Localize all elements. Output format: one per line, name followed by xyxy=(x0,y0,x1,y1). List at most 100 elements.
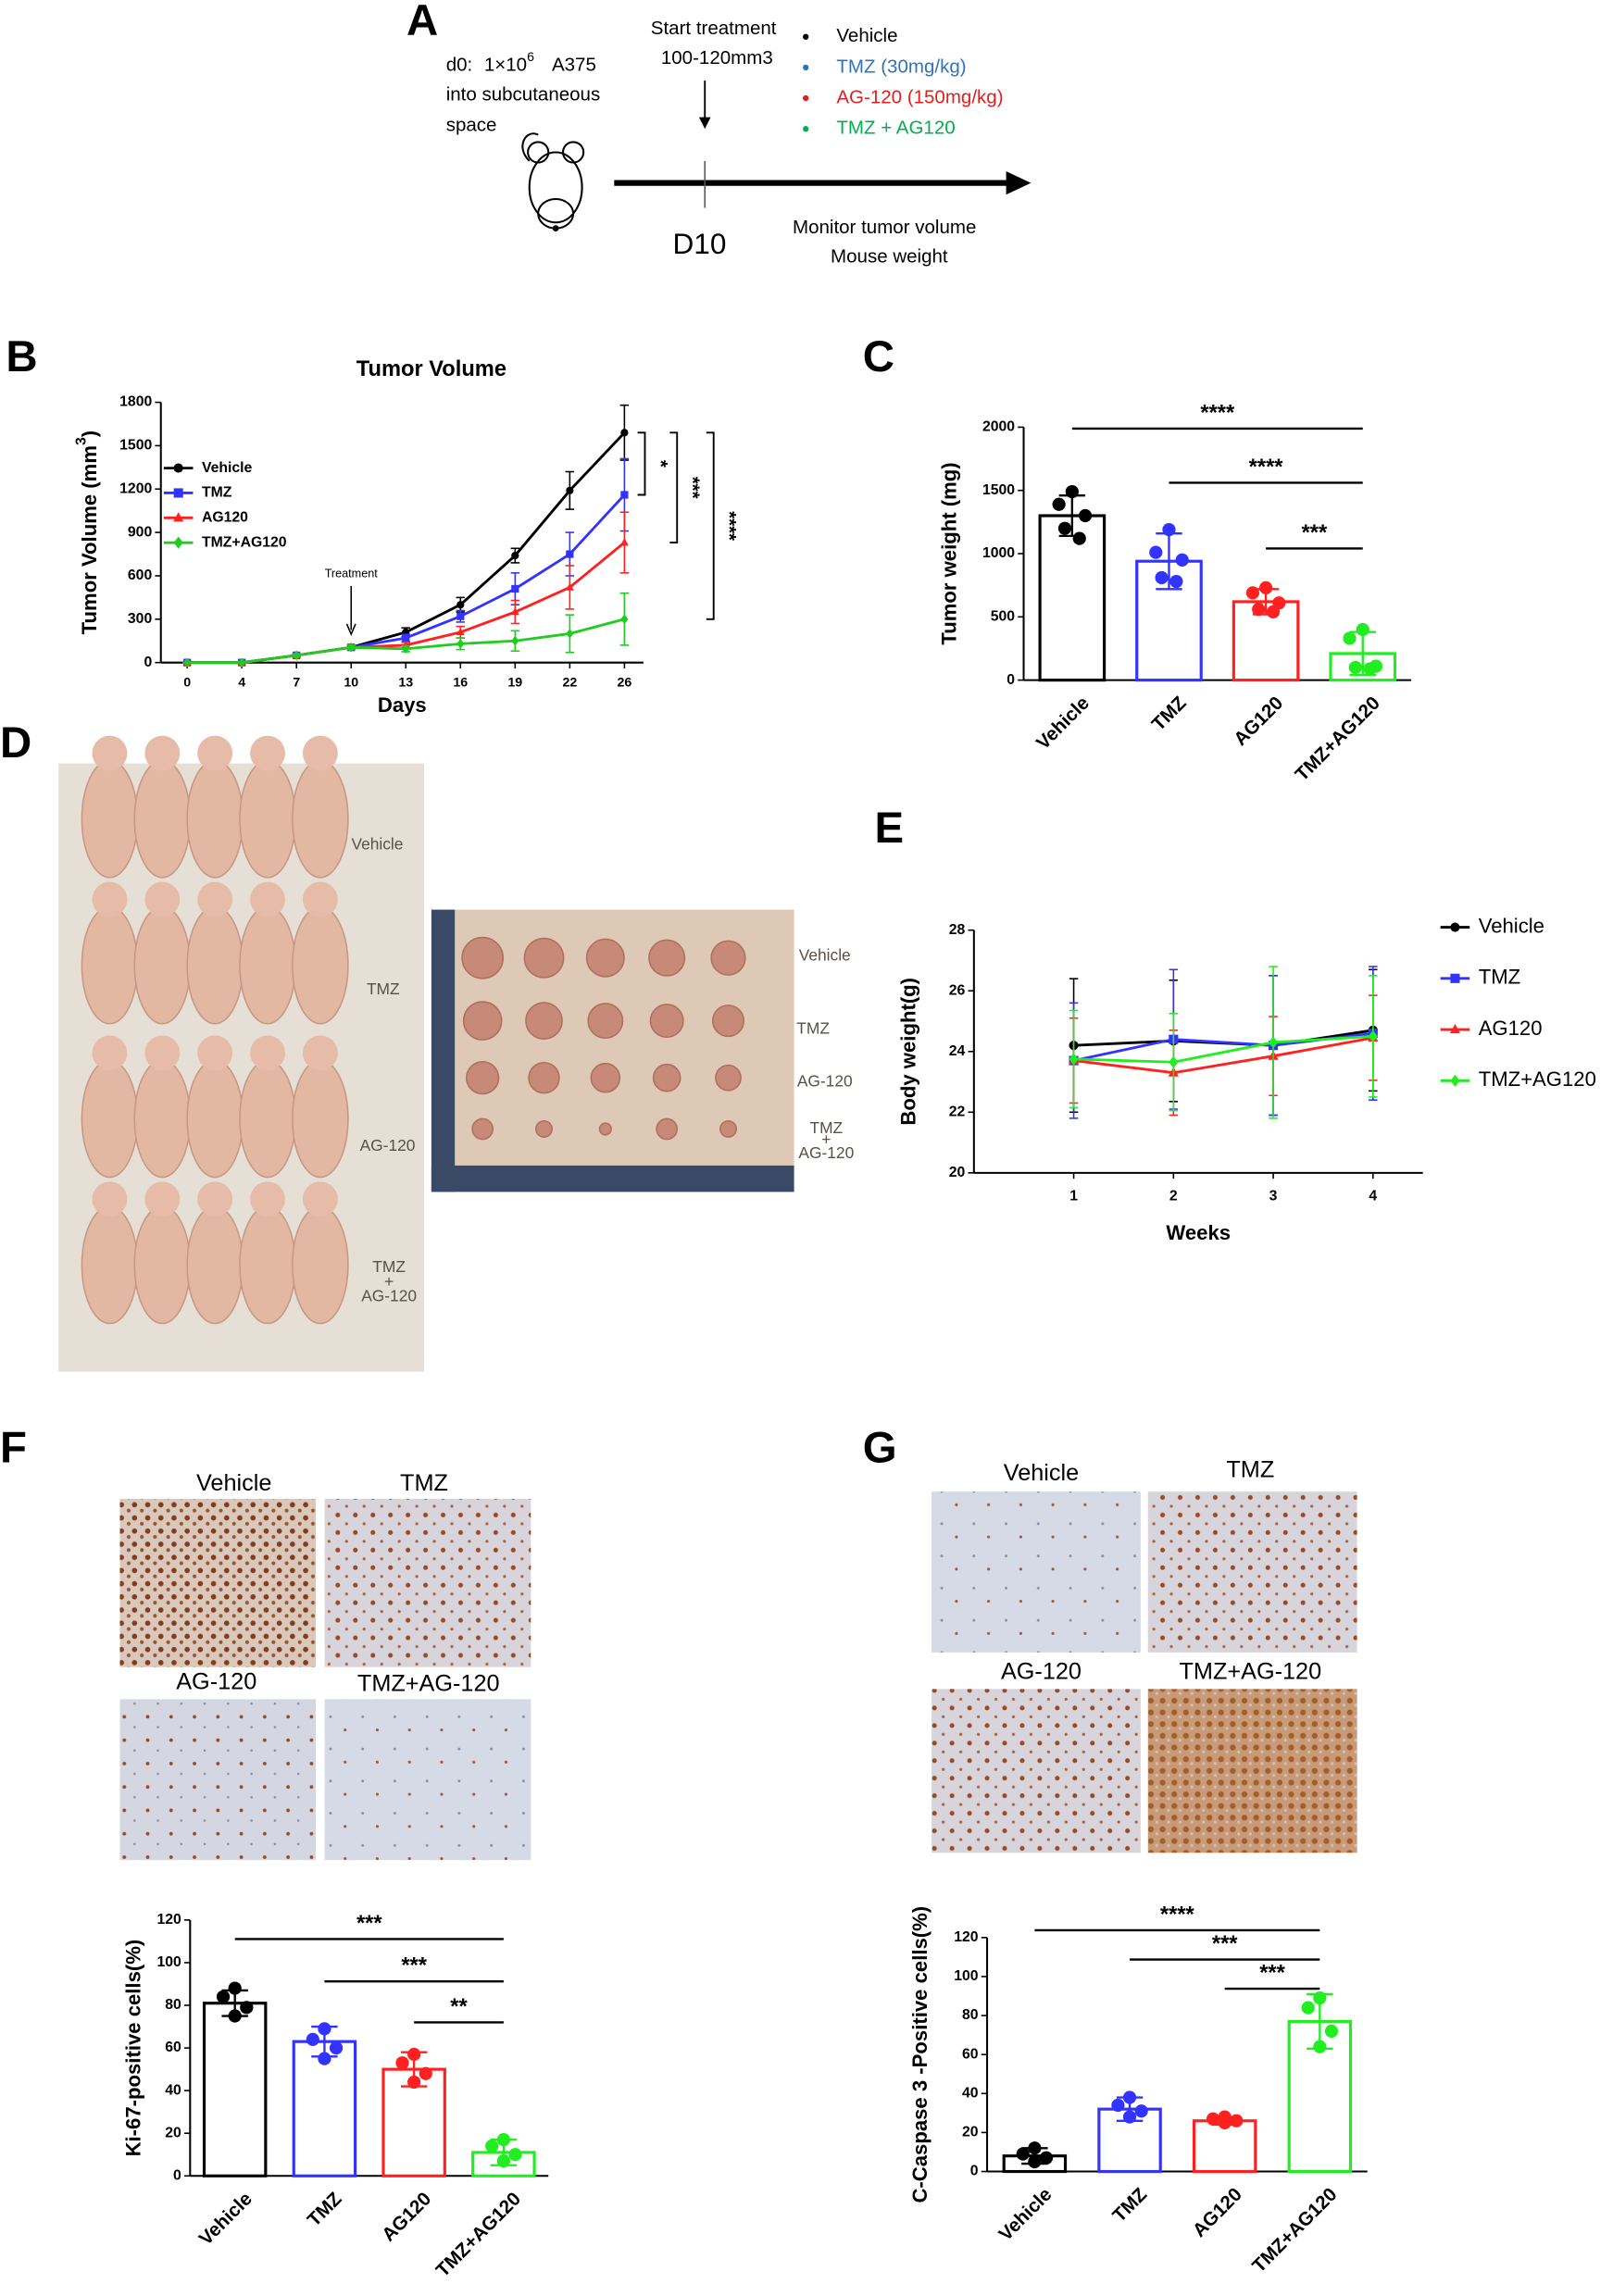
data-point xyxy=(1218,2115,1232,2129)
mouse xyxy=(292,759,349,879)
significance-label: *** xyxy=(1302,521,1328,545)
mouse xyxy=(133,1205,192,1325)
y-tick-label: 40 xyxy=(165,2082,181,2098)
y-axis-label: Ki-67-positive cells(%) xyxy=(121,1940,144,2157)
tumor xyxy=(528,1061,560,1094)
data-point xyxy=(1149,545,1163,559)
x-tick-label: 0 xyxy=(183,676,191,691)
photo-label: AG-120 xyxy=(797,1072,853,1091)
x-tick-label: Vehicle xyxy=(994,2184,1056,2245)
bar xyxy=(1038,514,1107,682)
ihc-g: Vehicle TMZ AG-120 TMZ+AG-120 xyxy=(932,1457,1357,1853)
mouse xyxy=(81,759,139,879)
chart: 0 500 1000 1500 2000 Tumor weight (mg) Vehicle… xyxy=(937,401,1412,785)
mouse-head xyxy=(197,881,233,917)
mouse-head xyxy=(92,1181,128,1217)
data-point xyxy=(329,2040,344,2055)
x-tick-label: Vehicle xyxy=(195,2188,256,2249)
marker xyxy=(566,486,574,494)
data-point xyxy=(1052,497,1066,511)
data-point xyxy=(1028,2141,1042,2155)
mouse-head xyxy=(302,1035,338,1071)
marker xyxy=(620,491,629,499)
mouse-head xyxy=(250,881,285,917)
data-point xyxy=(1162,522,1176,537)
y-tick-label: 0 xyxy=(173,2167,181,2183)
marker xyxy=(402,634,410,643)
text: A375 xyxy=(552,55,596,76)
data-point xyxy=(1313,1991,1327,2005)
photo-panel: Vehicle TMZ AG-120 TMZ + AG-120 Vehicle … xyxy=(58,735,854,1372)
data-point xyxy=(1028,2154,1042,2169)
y-axis-label-end: ) xyxy=(78,430,101,437)
ihc-image xyxy=(1147,1491,1357,1653)
mouse-head xyxy=(144,881,181,917)
data-point xyxy=(1169,574,1183,589)
marker xyxy=(347,642,356,653)
ruler xyxy=(431,1165,794,1192)
y-tick-label: 0 xyxy=(970,2164,979,2179)
x-tick-label: 4 xyxy=(238,676,245,691)
y-tick-label: 300 xyxy=(128,611,153,627)
x-tick-label: TMZ+AG120 xyxy=(1248,2184,1342,2277)
text: 100-120mm3 xyxy=(661,47,773,69)
x-tick-label: 13 xyxy=(398,676,413,691)
x-tick-label: TMZ xyxy=(304,2188,346,2230)
significance-bracket xyxy=(669,431,679,543)
marker xyxy=(456,601,465,609)
chart: 0 20 40 60 80 100 120 C-Caspase 3 -Positive cel… xyxy=(908,1903,1368,2277)
y-axis-label: Tumor weight (mg) xyxy=(937,462,960,644)
mouse xyxy=(239,1205,296,1325)
tumor xyxy=(710,940,746,976)
data-point xyxy=(1155,570,1169,585)
tumors xyxy=(461,936,746,1141)
data-point xyxy=(1016,2147,1030,2161)
marker xyxy=(1450,1074,1460,1087)
mouse-head xyxy=(302,735,338,771)
panel-label: G xyxy=(863,1423,897,1472)
significance-bracket xyxy=(637,431,646,496)
ihc-image xyxy=(324,1499,531,1667)
marker xyxy=(511,584,519,593)
y-tick-label: 22 xyxy=(949,1104,966,1119)
data-point xyxy=(1343,631,1357,645)
x-tick-label: 3 xyxy=(1269,1188,1278,1204)
marker xyxy=(1169,1055,1179,1068)
mouse-icon xyxy=(521,132,585,231)
marker xyxy=(566,629,574,639)
photo-label: Vehicle xyxy=(351,835,403,854)
data-point xyxy=(1313,2040,1327,2053)
data-point xyxy=(1266,605,1281,618)
panel-label: E xyxy=(874,804,904,853)
significance-label: *** xyxy=(1212,1932,1238,1956)
data-point xyxy=(1057,521,1072,535)
marker xyxy=(620,614,629,625)
y-tick-label: 0 xyxy=(1007,672,1015,688)
x-tick-label: 26 xyxy=(617,676,631,691)
annotation: Treatment xyxy=(325,568,379,580)
ihc-image xyxy=(119,1499,317,1667)
mouse xyxy=(81,905,139,1025)
series-line xyxy=(1073,1036,1374,1075)
text: Mouse weight xyxy=(831,246,948,268)
y-tick-label: 1500 xyxy=(119,438,152,454)
y-tick-label: 100 xyxy=(156,1954,181,1970)
marker xyxy=(456,639,465,649)
ihc-label: Vehicle xyxy=(196,1470,271,1496)
marker xyxy=(402,643,410,655)
mouse xyxy=(292,905,349,1025)
data-point xyxy=(496,2154,510,2168)
tumor xyxy=(649,1004,684,1039)
photo-label: TMZ xyxy=(367,980,400,998)
x-tick-label: AG120 xyxy=(1230,693,1287,750)
y-tick-label: 20 xyxy=(165,2125,181,2140)
y-tick-label: 1200 xyxy=(119,480,152,496)
panel-label: F xyxy=(0,1423,27,1472)
panel-labels: A B C D E F G xyxy=(0,0,904,1472)
y-axis-label-text: Tumor weight (mg) xyxy=(937,462,960,644)
legend-label: Vehicle xyxy=(1479,914,1544,937)
y-axis-label: Tumor Volume (mm3) xyxy=(74,430,101,634)
y-tick-label: 900 xyxy=(128,524,153,540)
photo-label: AG-120 xyxy=(360,1136,416,1154)
ihc-label: TMZ xyxy=(400,1470,448,1496)
